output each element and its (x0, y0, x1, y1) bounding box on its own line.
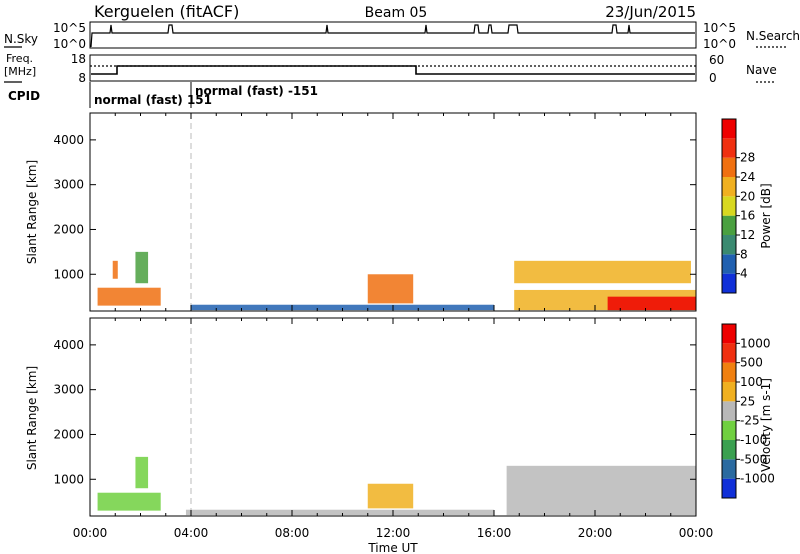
power-echo-region (191, 304, 494, 311)
power-y-tick-label: 4000 (53, 133, 84, 147)
date-title: 23/Jun/2015 (605, 3, 696, 21)
power-colorbar-label: Power [dB] (759, 183, 773, 248)
velocity-colorbar-swatch (722, 478, 736, 498)
velocity-y-tick-label: 1000 (53, 472, 84, 486)
velocity-echo-region (135, 456, 149, 489)
nsky-tick-bottom: 10^0 (53, 37, 86, 51)
power-colorbar-swatch (722, 138, 736, 158)
velocity-colorbar-tick: -25 (740, 414, 760, 428)
velocity-echo-region (97, 492, 161, 511)
power-panel: 1000 2000 3000 4000 Slant Range [km] 4 8 12 16… (25, 112, 773, 312)
nsearch-label: N.Search (746, 29, 800, 43)
power-echo-region (112, 260, 118, 279)
power-y-tick-label: 1000 (53, 267, 84, 281)
time-tick-label: 20:00 (578, 526, 613, 540)
x-axis-label: Time UT (367, 541, 418, 554)
cpid-label: CPID (8, 89, 40, 103)
velocity-colorbar-swatch (722, 440, 736, 460)
velocity-panel: 1000 2000 3000 4000 Slant Range [km] 1000 50… (25, 317, 775, 517)
time-tick-label: 16:00 (477, 526, 512, 540)
power-echo-region (514, 260, 691, 284)
velocity-y-tick-label: 4000 (53, 338, 84, 352)
time-tick-label: 00:00 (679, 526, 714, 540)
velocity-colorbar-swatch (722, 382, 736, 402)
time-tick-label: 08:00 (275, 526, 310, 540)
freq-label: Freq. (6, 52, 33, 65)
nsky-panel: N.Sky 10^5 10^0 10^5 10^0 N.Search (4, 21, 800, 51)
power-echo-region (135, 251, 149, 284)
nsearch-tick-bottom: 10^0 (703, 37, 736, 51)
power-colorbar-tick: 12 (740, 228, 755, 242)
velocity-y-axis-label: Slant Range [km] (25, 366, 39, 470)
power-colorbar-swatch (722, 177, 736, 197)
velocity-colorbar-tick: 1000 (740, 336, 771, 350)
velocity-colorbar-tick: 25 (740, 394, 755, 408)
power-colorbar-swatch (722, 215, 736, 235)
power-y-tick-label: 3000 (53, 178, 84, 192)
power-colorbar-tick: 16 (740, 209, 755, 223)
power-colorbar-tick: 4 (740, 267, 748, 281)
velocity-colorbar-swatch (722, 420, 736, 440)
nsky-trace (90, 24, 695, 48)
power-y-tick-label: 2000 (53, 222, 84, 236)
velocity-colorbar-swatch (722, 324, 736, 344)
velocity-y-tick-label: 2000 (53, 427, 84, 441)
velocity-y-tick-label: 3000 (53, 383, 84, 397)
freq-tick-top: 18 (71, 52, 86, 66)
time-tick-label: 04:00 (174, 526, 209, 540)
nsearch-tick-top: 10^5 (703, 21, 736, 35)
velocity-echo-region (506, 465, 696, 516)
power-colorbar-swatch (722, 196, 736, 216)
beam-title: Beam 05 (365, 5, 428, 21)
power-colorbar-swatch (722, 235, 736, 255)
freq-tick-bottom: 8 (78, 71, 86, 85)
power-colorbar-tick: 20 (740, 189, 755, 203)
cpid-segment-2: normal (fast) -151 (195, 84, 318, 98)
nsky-label: N.Sky (4, 32, 38, 46)
nsky-tick-top: 10^5 (53, 21, 86, 35)
velocity-colorbar-tick: 100 (740, 375, 763, 389)
time-axis: 00:00 04:00 08:00 12:00 16:00 20:00 00:00 (73, 526, 714, 540)
velocity-echo-region (185, 509, 494, 516)
power-colorbar-swatch (722, 273, 736, 293)
power-colorbar-tick: 8 (740, 247, 748, 261)
velocity-colorbar-label: Velocity [m s-1] (759, 378, 773, 472)
power-colorbar-swatch (722, 254, 736, 274)
power-colorbar-swatch (722, 157, 736, 177)
power-colorbar-tick: 28 (740, 151, 755, 165)
power-echo-region (607, 296, 696, 311)
velocity-colorbar-swatch (722, 362, 736, 382)
velocity-colorbar-swatch (722, 459, 736, 479)
velocity-colorbar-tick: -500 (740, 452, 767, 466)
velocity-echo-region (367, 483, 414, 509)
velocity-colorbar-tick: -100 (740, 433, 767, 447)
power-echo-region (367, 274, 414, 304)
time-tick-label: 12:00 (376, 526, 411, 540)
power-colorbar-tick: 24 (740, 170, 755, 184)
cpid-strip: CPID normal (fast) 151 normal (fast) -15… (8, 82, 318, 108)
power-colorbar-swatch (722, 119, 736, 139)
nave-tick-bottom: 0 (709, 71, 717, 85)
power-y-axis-label: Slant Range [km] (25, 160, 39, 264)
station-title: Kerguelen (fitACF) (94, 2, 239, 21)
freq-panel: Freq. [MHz] 18 8 60 0 Nave (4, 52, 777, 85)
velocity-colorbar-swatch (722, 343, 736, 363)
power-echo-region (97, 287, 161, 306)
freq-unit: [MHz] (4, 65, 36, 78)
nave-tick-top: 60 (709, 53, 724, 67)
velocity-colorbar-tick: -1000 (740, 472, 775, 486)
nave-label: Nave (746, 63, 777, 77)
cpid-segment-1: normal (fast) 151 (94, 93, 212, 107)
velocity-colorbar-swatch (722, 401, 736, 421)
freq-trace (91, 65, 695, 75)
time-tick-label: 00:00 (73, 526, 108, 540)
velocity-colorbar-tick: 500 (740, 356, 763, 370)
